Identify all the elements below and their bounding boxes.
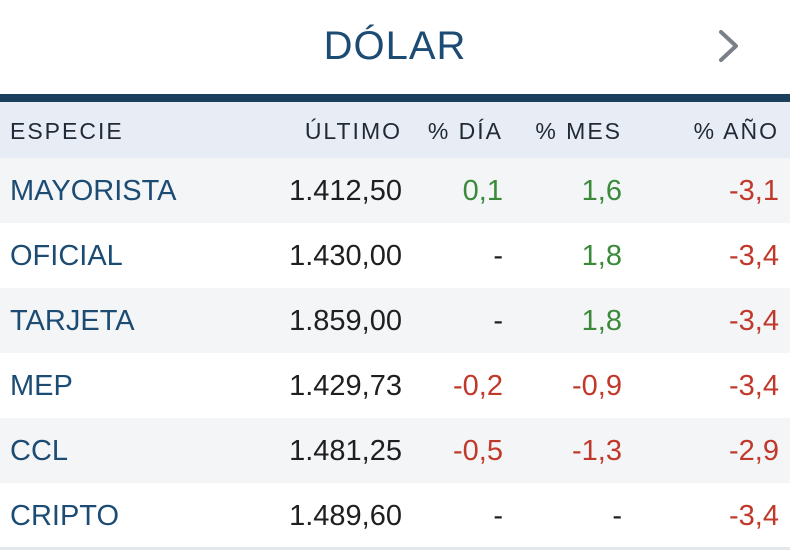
cell-anio: -3,4: [729, 305, 779, 337]
cell-especie: MAYORISTA: [10, 175, 177, 207]
cell-mes: -0,9: [572, 370, 622, 402]
cell-dia: -: [493, 240, 503, 272]
widget-header: DÓLAR: [0, 0, 790, 94]
cell-anio: -3,4: [729, 500, 779, 532]
cell-ultimo: 1.481,25: [289, 435, 402, 467]
column-header-anio: % AÑO: [693, 118, 779, 144]
column-header-dia: % DÍA: [427, 118, 503, 144]
cell-ultimo: 1.430,00: [289, 240, 402, 272]
column-header-mes: % MES: [535, 118, 622, 144]
cell-especie: CCL: [10, 435, 69, 467]
table-row[interactable]: OFICIAL 1.430,00 - 1,8 -3,4: [0, 223, 790, 288]
cell-mes: 1,8: [581, 305, 622, 337]
cell-anio: -3,4: [729, 370, 779, 402]
cell-especie: TARJETA: [10, 305, 135, 337]
widget-title: DÓLAR: [323, 24, 467, 68]
column-header-especie: ESPECIE: [10, 118, 124, 144]
cell-mes: 1,8: [581, 240, 622, 272]
cell-especie: CRIPTO: [10, 500, 120, 532]
chevron-right-icon[interactable]: [714, 28, 744, 64]
table-row[interactable]: CRIPTO 1.489,60 - - -3,4: [0, 483, 790, 548]
cell-anio: -3,4: [729, 240, 779, 272]
cell-ultimo: 1.489,60: [289, 500, 402, 532]
cell-anio: -2,9: [729, 435, 779, 467]
header-divider: [0, 94, 790, 102]
table-bottom-border: [0, 547, 790, 550]
cell-anio: -3,1: [729, 175, 779, 207]
cell-dia: -0,2: [453, 370, 503, 402]
cell-mes: -1,3: [572, 435, 622, 467]
cell-dia: -0,5: [453, 435, 503, 467]
table-row[interactable]: CCL 1.481,25 -0,5 -1,3 -2,9: [0, 418, 790, 483]
cell-dia: -: [493, 500, 503, 532]
cell-especie: OFICIAL: [10, 240, 123, 272]
cell-dia: 0,1: [462, 175, 503, 207]
table-row[interactable]: MEP 1.429,73 -0,2 -0,9 -3,4: [0, 353, 790, 418]
cell-dia: -: [493, 305, 503, 337]
table-header: ESPECIE ÚLTIMO % DÍA % MES % AÑO: [0, 102, 790, 158]
cell-mes: -: [612, 500, 622, 532]
cell-mes: 1,6: [581, 175, 622, 207]
cell-ultimo: 1.429,73: [289, 370, 402, 402]
cell-ultimo: 1.412,50: [289, 175, 402, 207]
table-row[interactable]: MAYORISTA 1.412,50 0,1 1,6 -3,1: [0, 158, 790, 223]
cell-especie: MEP: [10, 370, 73, 402]
column-header-ultimo: ÚLTIMO: [304, 118, 402, 144]
table-row[interactable]: TARJETA 1.859,00 - 1,8 -3,4: [0, 288, 790, 353]
cell-ultimo: 1.859,00: [289, 305, 402, 337]
